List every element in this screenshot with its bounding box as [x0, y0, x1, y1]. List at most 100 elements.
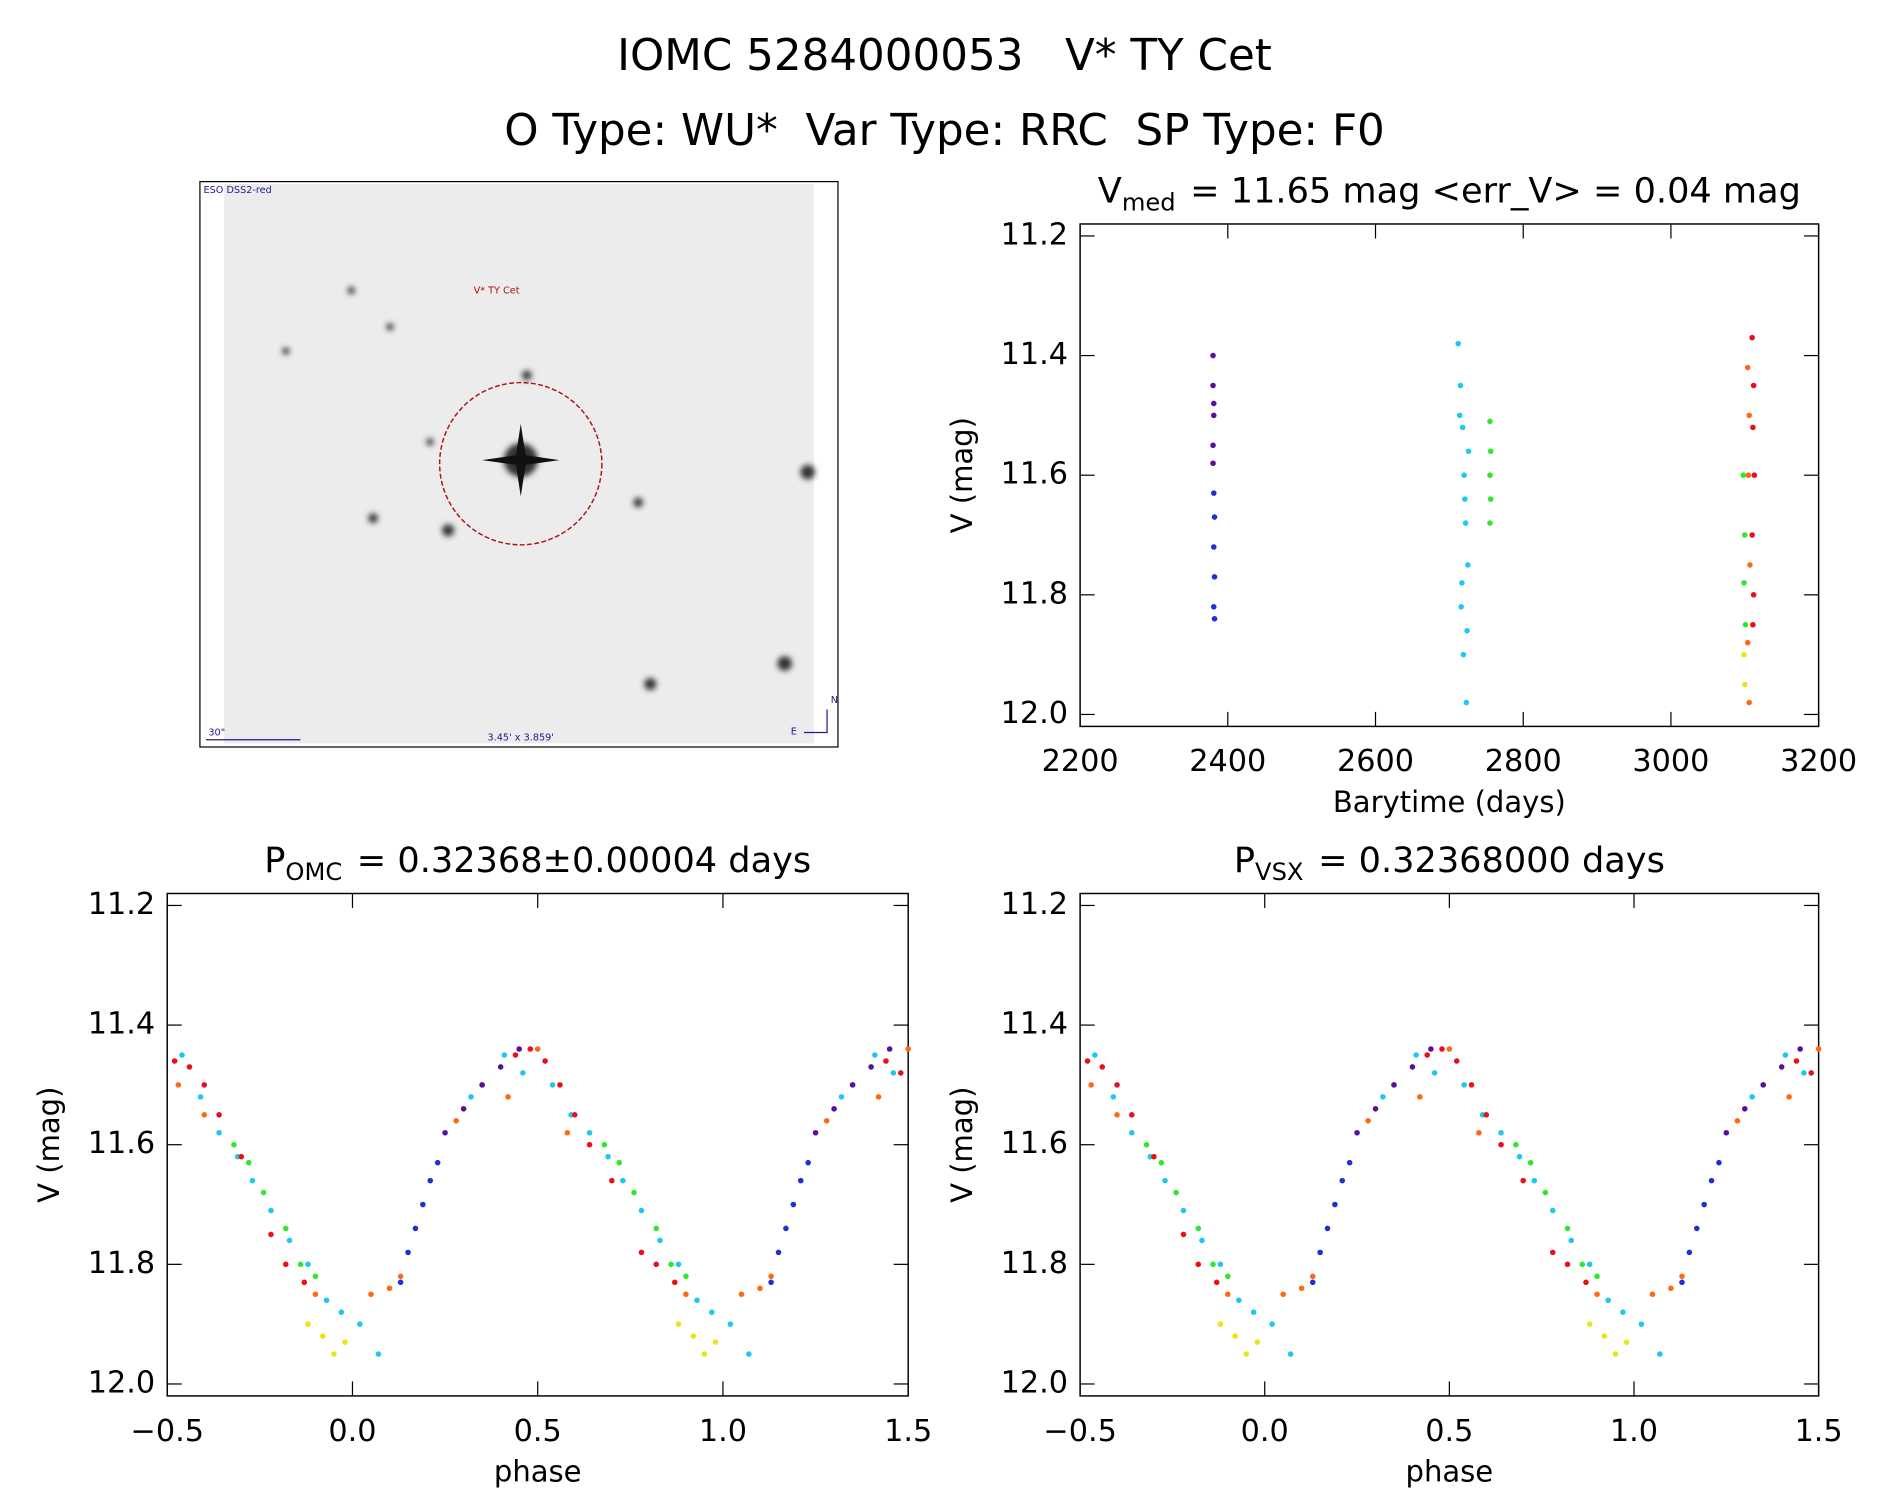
y-tick-label: 11.8: [88, 1246, 155, 1281]
title-sub: med: [1122, 188, 1176, 216]
data-point: [1801, 1070, 1807, 1076]
data-point: [216, 1129, 222, 1136]
data-point: [1211, 514, 1218, 520]
data-point: [1459, 424, 1466, 431]
data-point: [1210, 544, 1217, 550]
data-point: [320, 1333, 326, 1339]
data-point: [1457, 382, 1464, 389]
data-point: [653, 1261, 660, 1268]
data-point: [1243, 1351, 1250, 1357]
x-tick-label: 3200: [1780, 744, 1857, 779]
data-point: [897, 1070, 904, 1076]
data-point: [671, 1279, 678, 1286]
data-point: [216, 1112, 222, 1118]
title-main: V: [1098, 171, 1122, 212]
data-point: [1225, 1273, 1231, 1280]
data-point: [1620, 1309, 1626, 1315]
data-point: [1564, 1261, 1571, 1268]
data-point: [838, 1094, 845, 1100]
data-point: [534, 1046, 541, 1052]
data-point: [768, 1279, 774, 1286]
data-point: [797, 1177, 804, 1184]
data-point: [1744, 639, 1751, 646]
compass: [804, 709, 828, 734]
data-point: [1458, 604, 1464, 610]
data-point: [179, 1052, 185, 1058]
data-point: [1516, 1153, 1523, 1160]
data-point: [1309, 1279, 1316, 1286]
y-axis-label: V (mag): [945, 417, 979, 533]
x-tick-label: 2600: [1337, 744, 1414, 779]
data-point: [1409, 1064, 1416, 1070]
data-point: [1199, 1237, 1205, 1244]
data-point: [1741, 1106, 1748, 1112]
data-point: [1210, 382, 1216, 389]
data-point: [1749, 532, 1755, 538]
data-point: [812, 1129, 819, 1136]
data-point: [1236, 1297, 1242, 1304]
data-point: [609, 1177, 615, 1184]
target-star: [482, 423, 560, 497]
target-label: V* TY Cet: [474, 286, 520, 297]
data-point: [1527, 1159, 1534, 1166]
data-point: [675, 1261, 682, 1268]
title-rest: = 11.65 mag <err_V> = 0.04 mag: [1190, 171, 1801, 212]
data-point: [1456, 412, 1463, 419]
stars: [282, 286, 815, 691]
data-point: [1815, 1046, 1822, 1052]
data-point: [1549, 1249, 1556, 1256]
x-axis-label: phase: [494, 1454, 582, 1488]
data-point: [442, 1129, 448, 1136]
data-point: [638, 1207, 645, 1214]
y-tick-label: 11.4: [1001, 1007, 1068, 1042]
data-point: [1461, 472, 1467, 478]
data-point: [1586, 1261, 1593, 1268]
plot-panel: Vmed = 11.65 mag <err_V> = 0.04 mag Baryti…: [945, 171, 1857, 819]
data-point: [1217, 1321, 1224, 1327]
data-point: [1391, 1082, 1397, 1088]
data-point: [872, 1052, 878, 1058]
data-point: [1746, 699, 1752, 706]
data-point: [1513, 1141, 1519, 1148]
data-point: [886, 1046, 893, 1052]
y-tick-label: 11.8: [1001, 576, 1068, 611]
x-axis-label: Barytime (days): [1333, 785, 1566, 819]
data-point: [657, 1237, 663, 1244]
data-point: [1298, 1285, 1305, 1292]
data-point: [1487, 472, 1493, 478]
data-point: [338, 1309, 345, 1315]
title-main: P: [264, 840, 285, 881]
data-point: [357, 1321, 363, 1327]
data-point: [1741, 580, 1747, 586]
data-point: [1708, 1177, 1715, 1184]
data-point: [1129, 1112, 1135, 1118]
data-point: [1778, 1064, 1785, 1070]
data-point: [1372, 1106, 1379, 1112]
data-point: [1594, 1291, 1600, 1298]
data-point: [1217, 1261, 1224, 1268]
data-point: [1808, 1070, 1815, 1076]
data-point: [1210, 490, 1217, 496]
target-circle: [438, 381, 603, 546]
data-point: [601, 1141, 608, 1148]
y-tick-label: 11.6: [88, 1126, 155, 1161]
data-point: [197, 1094, 204, 1100]
data-point: [1213, 1279, 1220, 1286]
plot-frame: [1079, 223, 1820, 728]
y-tick-label: 11.6: [1001, 1126, 1068, 1161]
data-point: [1679, 1279, 1685, 1286]
data-point: [757, 1285, 763, 1292]
data-point: [1210, 412, 1217, 419]
data-point: [1088, 1082, 1094, 1088]
data-point: [1741, 651, 1747, 658]
x-tick-label: 1.5: [1795, 1414, 1843, 1449]
data-point: [1354, 1129, 1360, 1136]
data-point: [746, 1351, 752, 1357]
data-point: [1129, 1129, 1135, 1136]
data-point: [1657, 1351, 1663, 1357]
data-point: [1280, 1291, 1286, 1298]
x-tick-label: 2400: [1189, 744, 1266, 779]
data-point: [1612, 1351, 1619, 1357]
data-point: [1793, 1058, 1800, 1064]
